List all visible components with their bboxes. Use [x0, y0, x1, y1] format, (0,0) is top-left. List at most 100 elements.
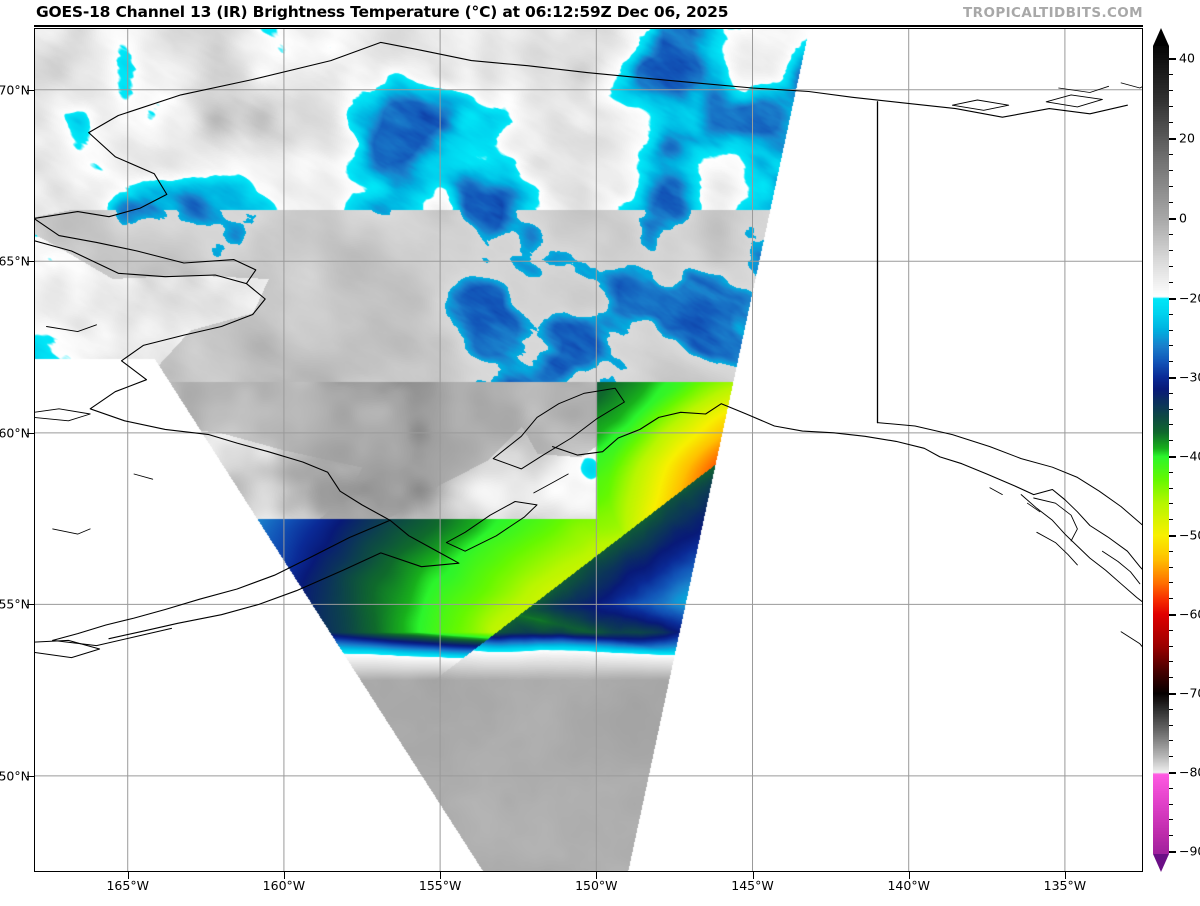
y-axis-label: 55°N: [0, 596, 30, 612]
coastline-panhandle-mainland: [1064, 499, 1143, 571]
colorbar-label: −20: [1179, 290, 1200, 306]
coastline-kodiak: [445, 501, 538, 552]
coastline-nunivak: [34, 408, 91, 422]
coastline-alaska-peninsula-north: [108, 519, 460, 640]
colorbar-minor-tick: [1169, 724, 1173, 726]
coastline-british-columbia: [877, 422, 1143, 527]
colorbar-minor-tick: [1169, 266, 1173, 267]
colorbar-minor-tick: [1169, 756, 1173, 758]
coastline-yukon-delta-bristol-bay: [89, 283, 391, 521]
colorbar-tick: [1169, 218, 1176, 220]
colorbar-minor-tick: [1169, 345, 1173, 347]
colorbar-tick: [1169, 851, 1176, 853]
watermark: TROPICALTIDBITS.COM: [963, 5, 1143, 21]
colorbar-tick: [1169, 693, 1176, 695]
coastline-panhandle-islands-outer: [1020, 494, 1143, 603]
colorbar-gradient: [1153, 46, 1169, 854]
colorbar-minor-tick: [1169, 392, 1173, 394]
coastline-herschel-island: [951, 99, 1010, 111]
colorbar-minor-tick: [1169, 424, 1173, 426]
colorbar-label: −60: [1179, 606, 1200, 622]
x-tick: [440, 872, 442, 879]
coastline-seward-peninsula: [34, 217, 257, 285]
coastline-afognak: [533, 473, 569, 494]
colorbar-minor-tick: [1169, 550, 1173, 552]
x-tick: [752, 872, 754, 879]
coastline-mackenzie-delta: [1045, 94, 1103, 108]
satellite-map[interactable]: [34, 28, 1143, 872]
colorbar-tick: [1169, 772, 1176, 774]
colorbar-label: −40: [1179, 448, 1200, 464]
colorbar-minor-tick: [1169, 598, 1173, 600]
coastline-small-island-b: [989, 487, 1003, 496]
coastline-unalaska: [34, 639, 101, 659]
colorbar-minor-tick: [1169, 282, 1173, 283]
colorbar-minor-tick: [1169, 487, 1173, 489]
colorbar-minor-tick: [1169, 708, 1173, 710]
x-tick: [596, 872, 598, 879]
y-axis-label: 65°N: [0, 253, 30, 269]
colorbar-minor-tick: [1169, 819, 1173, 821]
coastline-baranof: [1036, 531, 1078, 566]
colorbar-minor-tick: [1169, 566, 1173, 568]
x-axis-label: 165°W: [106, 878, 149, 893]
coastline-south-central: [552, 403, 1066, 501]
ir-brightness-temperature-raster: [34, 28, 1143, 872]
colorbar-minor-tick: [1169, 803, 1173, 805]
colorbar-label: 40: [1179, 50, 1195, 66]
colorbar-minor-tick: [1169, 250, 1173, 251]
colorbar-minor-tick: [1169, 408, 1173, 410]
x-axis-label: 160°W: [262, 878, 306, 893]
colorbar-label: 0: [1179, 210, 1187, 226]
colorbar-label: −30: [1179, 369, 1200, 385]
colorbar-minor-tick: [1169, 835, 1173, 837]
colorbar-minor-tick: [1169, 74, 1173, 75]
coastline-haida-gwaii: [1120, 631, 1143, 649]
map-overlay: [34, 28, 1143, 872]
colorbar-minor-tick: [1169, 440, 1173, 442]
y-tick: [27, 775, 34, 777]
coastline-cook-inlet: [492, 387, 625, 470]
colorbar-label: −80: [1179, 764, 1200, 780]
colorbar-minor-tick: [1169, 186, 1173, 187]
x-axis-label: 140°W: [887, 878, 930, 893]
x-tick: [908, 872, 910, 879]
coastline-arctic-island-b: [1120, 82, 1143, 89]
colorbar-minor-tick: [1169, 677, 1173, 679]
colorbar-over-arrow: [1153, 28, 1169, 46]
coastline-alaska-peninsula-south: [52, 519, 391, 641]
colorbar-minor-tick: [1169, 313, 1173, 315]
colorbar[interactable]: [1153, 28, 1169, 872]
colorbar-minor-tick: [1169, 234, 1173, 235]
coastline-st-lawrence: [46, 324, 97, 333]
y-axis-label: 70°N: [0, 82, 30, 98]
colorbar-minor-tick: [1169, 329, 1173, 331]
colorbar-minor-tick: [1169, 740, 1173, 742]
colorbar-tick: [1169, 614, 1176, 616]
x-tick: [1064, 872, 1066, 879]
colorbar-minor-tick: [1169, 202, 1173, 203]
colorbar-label: −50: [1179, 527, 1200, 543]
colorbar-minor-tick: [1169, 787, 1173, 789]
colorbar-minor-tick: [1169, 519, 1173, 521]
header-bar: GOES-18 Channel 13 (IR) Brightness Tempe…: [0, 0, 1200, 26]
x-axis-label: 155°W: [418, 878, 462, 893]
x-axis-label: 135°W: [1043, 878, 1087, 893]
colorbar-tick: [1169, 298, 1176, 300]
colorbar-minor-tick: [1169, 361, 1173, 363]
y-tick: [27, 432, 34, 434]
colorbar-tick: [1169, 377, 1176, 379]
y-tick: [27, 89, 34, 91]
colorbar-minor-tick: [1169, 582, 1173, 584]
page-title: GOES-18 Channel 13 (IR) Brightness Tempe…: [36, 3, 729, 21]
y-tick: [27, 604, 34, 606]
colorbar-tick: [1169, 58, 1176, 60]
coastline-chichagof: [1033, 497, 1078, 542]
coastline-small-island-a: [1026, 502, 1041, 513]
x-axis-label: 145°W: [731, 878, 774, 893]
colorbar-tick: [1169, 456, 1176, 458]
colorbar-minor-tick: [1169, 90, 1173, 91]
y-axis-label: 50°N: [0, 768, 30, 784]
colorbar-minor-tick: [1169, 661, 1173, 663]
title-underline: [34, 25, 1143, 27]
